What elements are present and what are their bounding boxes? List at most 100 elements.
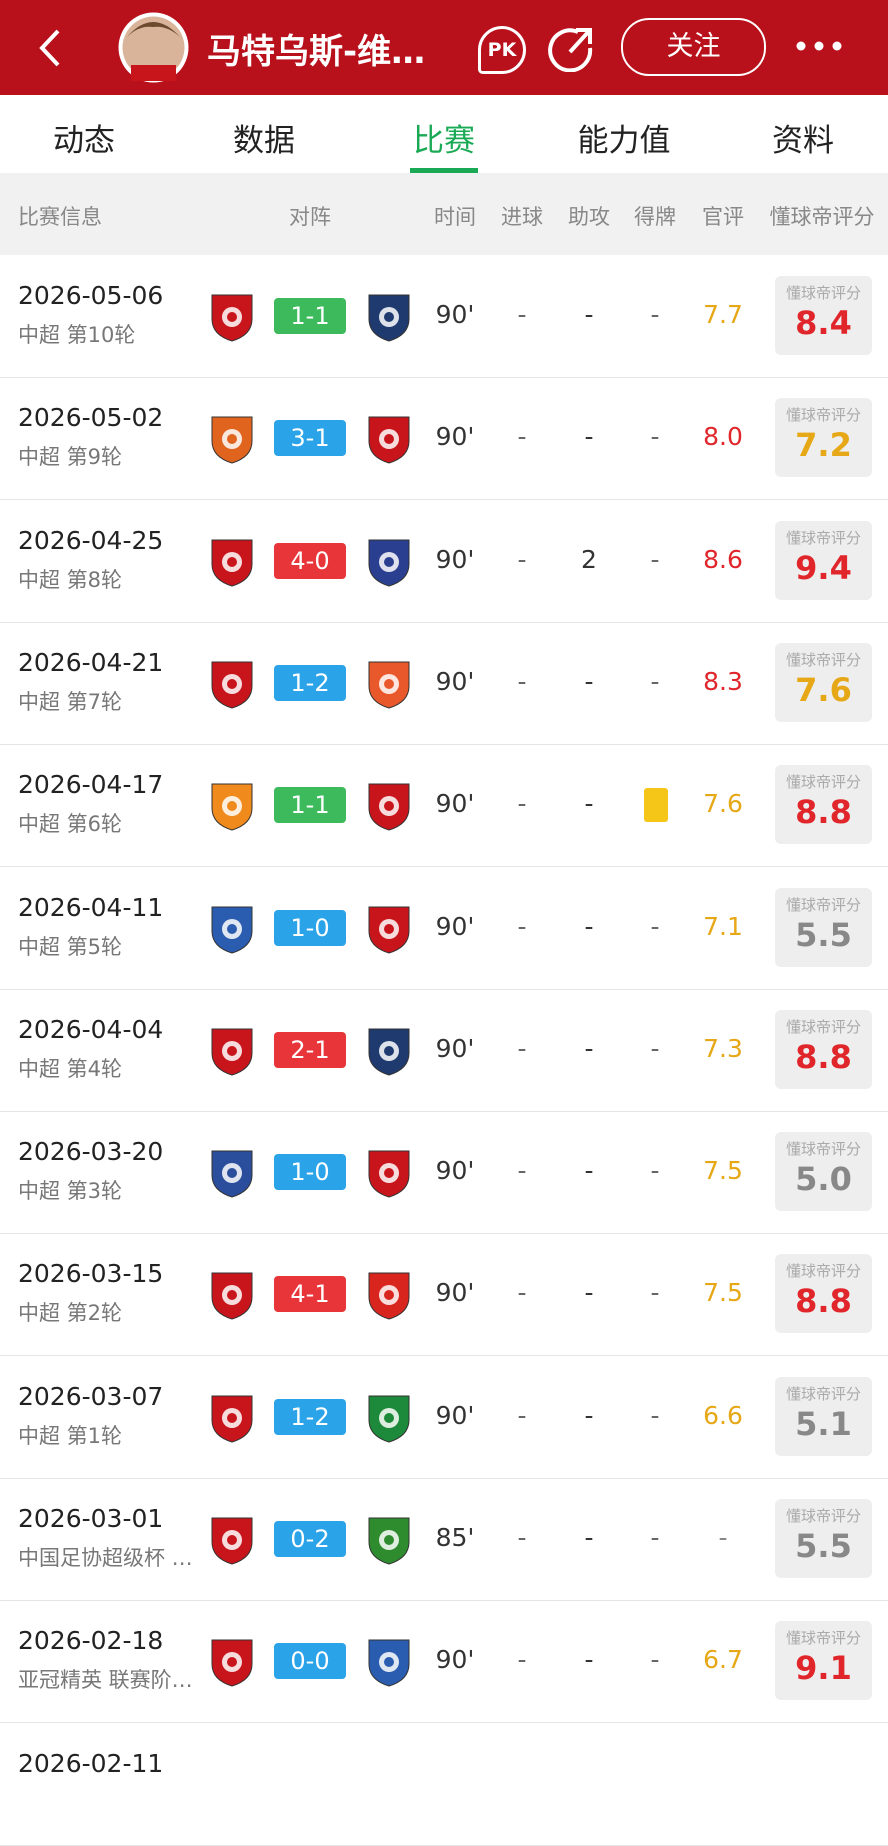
cards: - [650, 300, 660, 329]
official-rating: 6.6 [703, 1400, 743, 1430]
assists: - [584, 911, 594, 941]
team-logo[interactable] [208, 411, 256, 465]
match-row[interactable]: 2026-03-07 中超 第1轮 1-2 90' - - - 6.6 懂球帝评分 5.1 [0, 1356, 888, 1479]
dqd-rating-box: 懂球帝评分 9.4 [775, 520, 872, 600]
match-row[interactable]: 2026-03-01 中国足协超级杯 … 0-2 85' - - - - 懂球帝评分 5.5 [0, 1478, 888, 1601]
team-logo[interactable] [208, 901, 256, 955]
dqd-rating-box: 懂球帝评分 7.6 [775, 642, 872, 722]
cards: - [650, 544, 660, 574]
match-date: 2026-04-21 [18, 647, 164, 677]
match-row[interactable]: 2026-02-11 [0, 1723, 888, 1846]
more-button[interactable] [795, 40, 843, 52]
team-logo[interactable] [365, 411, 413, 465]
team-logo[interactable] [365, 778, 413, 832]
team-logo[interactable] [365, 1023, 413, 1077]
match-row[interactable]: 2026-05-02 中超 第9轮 3-1 90' - - - 8.0 懂球帝评分 7.2 [0, 377, 888, 501]
tab[interactable]: 资料 [772, 123, 834, 159]
follow-button[interactable]: 关注 [621, 18, 766, 76]
match-date: 2026-04-04 [18, 1014, 164, 1044]
tab-underline [410, 168, 478, 173]
score: 0-0 [274, 1643, 346, 1680]
minutes: 90' [435, 1400, 475, 1430]
column-header: 时间 [434, 205, 476, 229]
team-logo[interactable] [365, 1145, 413, 1199]
competition: 中超 第4轮 [18, 1056, 123, 1081]
competition: 中超 第2轮 [18, 1301, 123, 1326]
avatar[interactable] [117, 11, 190, 84]
match-row[interactable]: 2026-04-21 中超 第7轮 1-2 90' - - - 8.3 懂球帝评分 7.6 [0, 622, 888, 745]
tab[interactable]: 比赛 [413, 123, 475, 159]
official-rating: 8.6 [703, 544, 743, 574]
column-header: 懂球帝评分 [769, 205, 875, 229]
assists: - [584, 300, 594, 329]
match-row[interactable]: 2026-04-25 中超 第8轮 4-0 90' - 2 - 8.6 懂球帝评分 9.4 [0, 500, 888, 623]
team-logo[interactable] [208, 1512, 256, 1566]
share-button[interactable] [548, 24, 596, 72]
column-header: 对阵 [289, 205, 331, 229]
dqd-rating: 5.0 [795, 1160, 852, 1199]
team-logo[interactable] [208, 1145, 256, 1199]
tab[interactable]: 数据 [233, 123, 295, 159]
dqd-label: 懂球帝评分 [785, 1384, 861, 1403]
tab[interactable]: 能力值 [577, 123, 671, 159]
match-row[interactable]: 2026-05-06 中超 第10轮 1-1 90' - - - 7.7 懂球帝评分 8.4 [0, 255, 888, 378]
column-header: 比赛信息 [18, 205, 102, 229]
team-logo[interactable] [365, 1390, 413, 1444]
team-logo[interactable] [208, 778, 256, 832]
team-logo[interactable] [365, 1267, 413, 1321]
goals: - [517, 544, 527, 574]
match-date: 2026-05-06 [18, 281, 164, 310]
match-row[interactable]: 2026-03-15 中超 第2轮 4-1 90' - - - 7.5 懂球帝评分 8.8 [0, 1233, 888, 1357]
team-logo[interactable] [365, 1634, 413, 1688]
dqd-label: 懂球帝评分 [785, 1017, 861, 1036]
official-rating: 8.0 [703, 422, 743, 452]
dqd-rating-box: 懂球帝评分 8.4 [775, 276, 872, 355]
match-row[interactable]: 2026-02-18 亚冠精英 联赛阶… 0-0 90' - - - 6.7 懂球帝评分 9.1 [0, 1600, 888, 1724]
team-logo[interactable] [365, 1512, 413, 1566]
dqd-rating: 8.4 [795, 304, 852, 342]
competition: 中超 第9轮 [18, 445, 123, 470]
match-row[interactable]: 2026-04-11 中超 第5轮 1-0 90' - - - 7.1 懂球帝评分 5.5 [0, 867, 888, 990]
yellow-card [644, 788, 668, 823]
team-logo[interactable] [365, 901, 413, 955]
score: 1-0 [274, 909, 346, 946]
team-logo[interactable] [208, 1023, 256, 1077]
team-logo[interactable] [208, 289, 256, 343]
dqd-rating-box: 懂球帝评分 8.8 [775, 1009, 872, 1089]
team-logo[interactable] [365, 534, 413, 588]
minutes: 90' [435, 666, 475, 696]
match-date: 2026-04-11 [18, 892, 164, 922]
goals: - [517, 1278, 527, 1308]
match-row[interactable]: 2026-03-20 中超 第3轮 1-0 90' - - - 7.5 懂球帝评分 5.0 [0, 1111, 888, 1235]
official-rating: 7.5 [703, 1156, 743, 1186]
dqd-rating-box: 懂球帝评分 5.5 [775, 887, 872, 967]
match-date: 2026-04-17 [18, 770, 164, 800]
pk-button[interactable]: PK [478, 26, 526, 74]
assists: - [584, 1645, 594, 1675]
match-row[interactable]: 2026-04-17 中超 第6轮 1-1 90' - - 7.6 懂球帝评分 8.8 [0, 744, 888, 868]
minutes: 90' [435, 544, 475, 574]
tab[interactable]: 动态 [53, 123, 115, 159]
team-logo[interactable] [208, 534, 256, 588]
match-row[interactable]: 2026-04-04 中超 第4轮 2-1 90' - - - 7.3 懂球帝评分 8.8 [0, 989, 888, 1112]
team-logo[interactable] [365, 289, 413, 343]
team-logo[interactable] [208, 1634, 256, 1688]
team-logo[interactable] [208, 1390, 256, 1444]
team-logo[interactable] [208, 656, 256, 710]
back-button[interactable] [38, 28, 62, 68]
team-logo[interactable] [365, 656, 413, 710]
dqd-rating: 9.4 [795, 548, 852, 587]
competition: 中超 第5轮 [18, 934, 123, 959]
match-date: 2026-02-18 [18, 1626, 164, 1656]
minutes: 90' [435, 1645, 475, 1675]
competition: 中超 第3轮 [18, 1179, 123, 1204]
score: 3-1 [274, 420, 346, 457]
official-rating: 7.1 [703, 911, 743, 941]
assists: - [584, 1400, 594, 1430]
minutes: 90' [435, 1033, 475, 1063]
assists: - [584, 422, 594, 452]
dqd-rating-box: 懂球帝评分 5.0 [775, 1132, 872, 1212]
dqd-rating-box: 懂球帝评分 8.8 [775, 765, 872, 845]
assists: - [584, 1156, 594, 1186]
team-logo[interactable] [208, 1267, 256, 1321]
